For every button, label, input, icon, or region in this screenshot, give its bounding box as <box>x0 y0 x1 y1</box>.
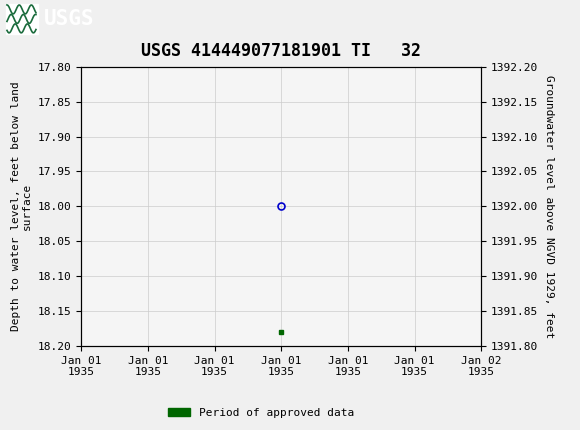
Legend: Period of approved data: Period of approved data <box>164 403 358 422</box>
Title: USGS 414449077181901 TI   32: USGS 414449077181901 TI 32 <box>142 42 421 59</box>
Y-axis label: Depth to water level, feet below land
surface: Depth to water level, feet below land su… <box>10 82 32 331</box>
Y-axis label: Groundwater level above NGVD 1929, feet: Groundwater level above NGVD 1929, feet <box>544 75 554 338</box>
Bar <box>6 4 38 34</box>
Text: USGS: USGS <box>44 9 94 29</box>
